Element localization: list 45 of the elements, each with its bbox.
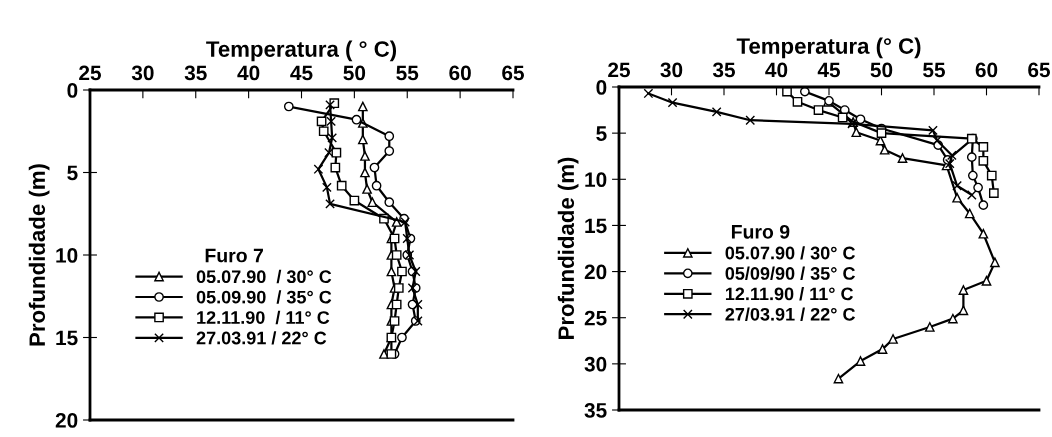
- legend-label: 27.03.91 / 22° C: [196, 331, 327, 345]
- x-axis-title: Temperatura (° C): [736, 37, 921, 59]
- x-tick-label: 40: [765, 62, 788, 78]
- legend-label: 12.11.90 / 11° C: [725, 287, 854, 301]
- x-tick-label: 35: [184, 65, 207, 81]
- y-tick-label: 15: [585, 218, 607, 234]
- legend-title: Furo 7: [205, 248, 263, 263]
- x-tick-label: 55: [923, 62, 946, 78]
- x-tick-label: 45: [290, 65, 313, 81]
- legend-label: 27/03.91 / 22° C: [725, 307, 856, 321]
- y-tick-label: 15: [56, 330, 78, 346]
- x-tick-label: 25: [608, 62, 631, 78]
- x-tick-label: 30: [660, 62, 683, 78]
- x-tick-label: 25: [79, 65, 102, 81]
- y-tick-label: 5: [596, 126, 607, 141]
- y-tick-label: 25: [584, 310, 607, 326]
- x-tick-label: 65: [502, 65, 525, 81]
- legend-label: 05.07.90 / 30° C: [725, 246, 856, 260]
- y-tick-label: 5: [67, 165, 78, 181]
- legend-label: 05.09.90 / 35° C: [196, 290, 332, 304]
- y-tick-label: 35: [584, 403, 607, 418]
- y-tick-label: 30: [584, 356, 607, 372]
- y-tick-label: 0: [596, 80, 607, 95]
- x-tick-label: 65: [1028, 62, 1051, 78]
- x-tick-label: 60: [975, 62, 998, 78]
- y-tick-label: 10: [585, 172, 607, 188]
- x-tick-label: 60: [449, 65, 471, 81]
- y-axis-title: Profundidade (m): [28, 164, 50, 346]
- x-tick-label: 55: [396, 65, 419, 81]
- y-tick-label: 20: [584, 264, 607, 280]
- legend-label: 05.07.90 / 30° C: [196, 269, 332, 284]
- x-tick-label: 30: [131, 65, 154, 81]
- y-axis-title: Profundidade (m): [557, 157, 579, 339]
- y-tick-label: 10: [56, 248, 78, 263]
- x-tick-label: 45: [817, 62, 841, 78]
- legend-label: 12.11.90 / 11° C: [197, 310, 330, 325]
- y-tick-label: 0: [67, 83, 78, 98]
- x-tick-label: 40: [237, 65, 260, 81]
- legend-title: Furo 9: [731, 224, 790, 239]
- x-tick-label: 50: [870, 62, 893, 78]
- x-tick-label: 35: [712, 62, 736, 78]
- legend-label: 05/09/90 / 35° C: [725, 266, 856, 281]
- y-tick-label: 20: [55, 413, 78, 428]
- x-axis-title: Temperatura ( ° C): [206, 40, 397, 62]
- x-tick-label: 50: [343, 65, 366, 81]
